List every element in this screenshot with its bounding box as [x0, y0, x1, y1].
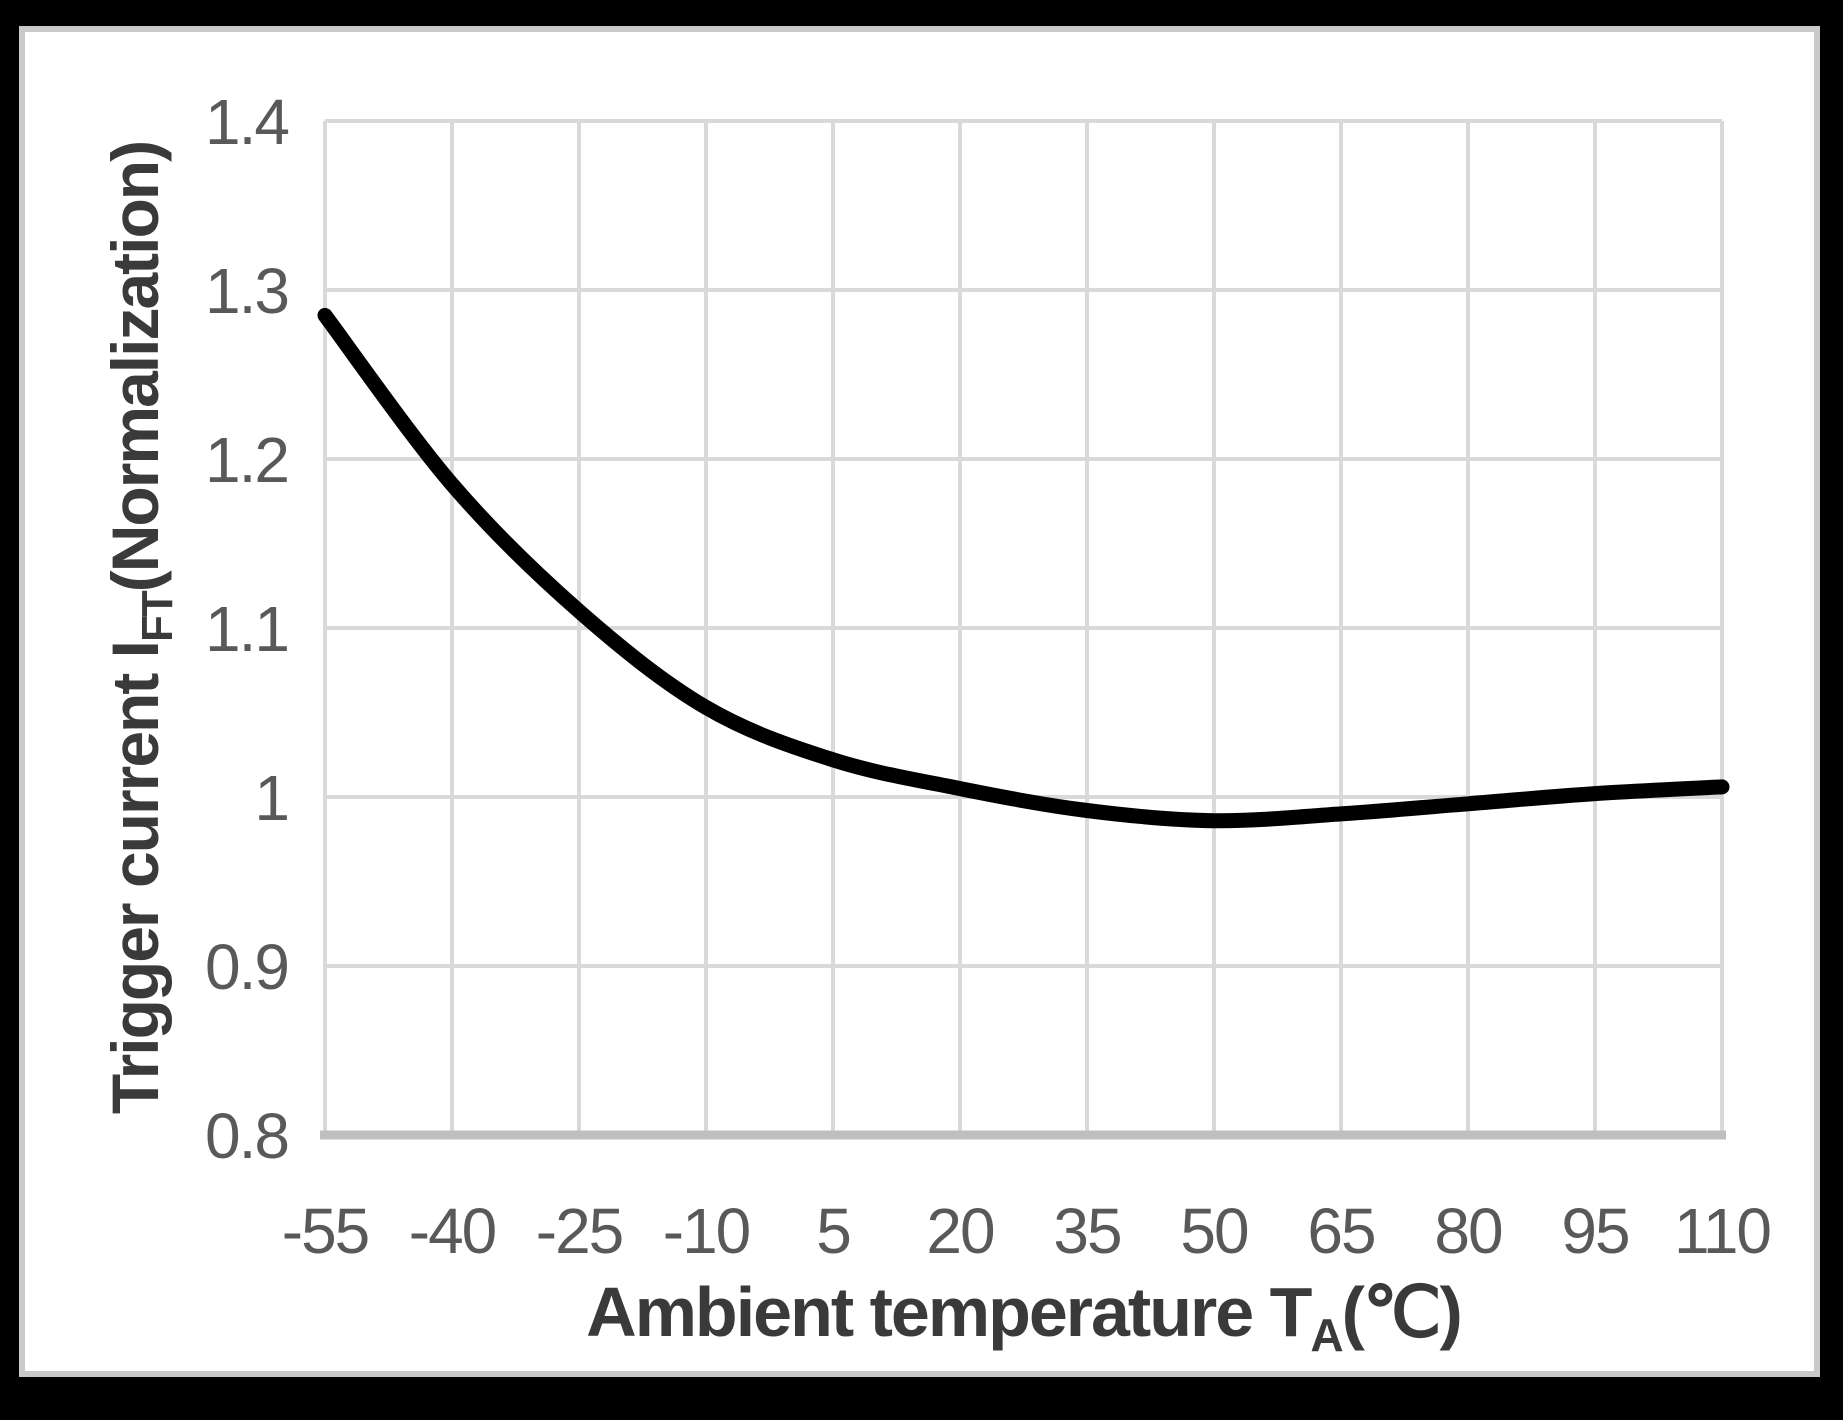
y-tick-label: 1.4 [205, 86, 288, 158]
x-tick-label: 80 [1434, 1195, 1502, 1267]
x-tick-label: 20 [926, 1195, 994, 1267]
y-tick-label: 1 [254, 762, 288, 834]
x-tick-label: 65 [1307, 1195, 1374, 1267]
y-axis-title: Trigger current IFT(Normalization) [98, 142, 182, 1114]
x-tick-label: -55 [282, 1195, 369, 1267]
x-axis-title-text: Ambient temperature T [586, 1273, 1311, 1351]
y-tick-label: 1.3 [205, 255, 288, 327]
y-tick-label: 1.1 [205, 593, 288, 665]
y-axis-title-suffix: (Normalization) [98, 142, 172, 592]
x-tick-label: -25 [536, 1195, 623, 1267]
x-tick-label: 5 [816, 1195, 850, 1267]
y-axis-title-text: Trigger current I [98, 642, 172, 1114]
y-tick-label: 0.9 [205, 931, 288, 1003]
x-tick-label: 35 [1053, 1195, 1120, 1267]
y-tick-label: 0.8 [205, 1100, 288, 1172]
x-axis-title-subscript: A [1310, 1309, 1342, 1361]
y-axis-title-subscript: FT [133, 590, 182, 642]
y-tick-labels: 0.8 0.9 1 1.1 1.2 1.3 1.4 [205, 86, 290, 1172]
gridlines [323, 119, 1724, 1137]
x-tick-label: -10 [663, 1195, 750, 1267]
x-axis-title: Ambient temperature TA(℃) [586, 1273, 1461, 1361]
x-tick-label: 95 [1561, 1195, 1628, 1267]
data-series-curve [317, 307, 1730, 829]
x-tick-label: -40 [409, 1195, 496, 1267]
x-tick-label: 50 [1180, 1195, 1248, 1267]
x-tick-labels: -55 -40 -25 -10 5 20 35 50 65 80 95 110 [282, 1195, 1773, 1267]
x-axis-title-suffix: (℃) [1342, 1273, 1461, 1351]
x-tick-label: 110 [1674, 1195, 1770, 1267]
y-tick-label: 1.2 [205, 424, 288, 496]
chart-panel [19, 26, 1820, 1377]
